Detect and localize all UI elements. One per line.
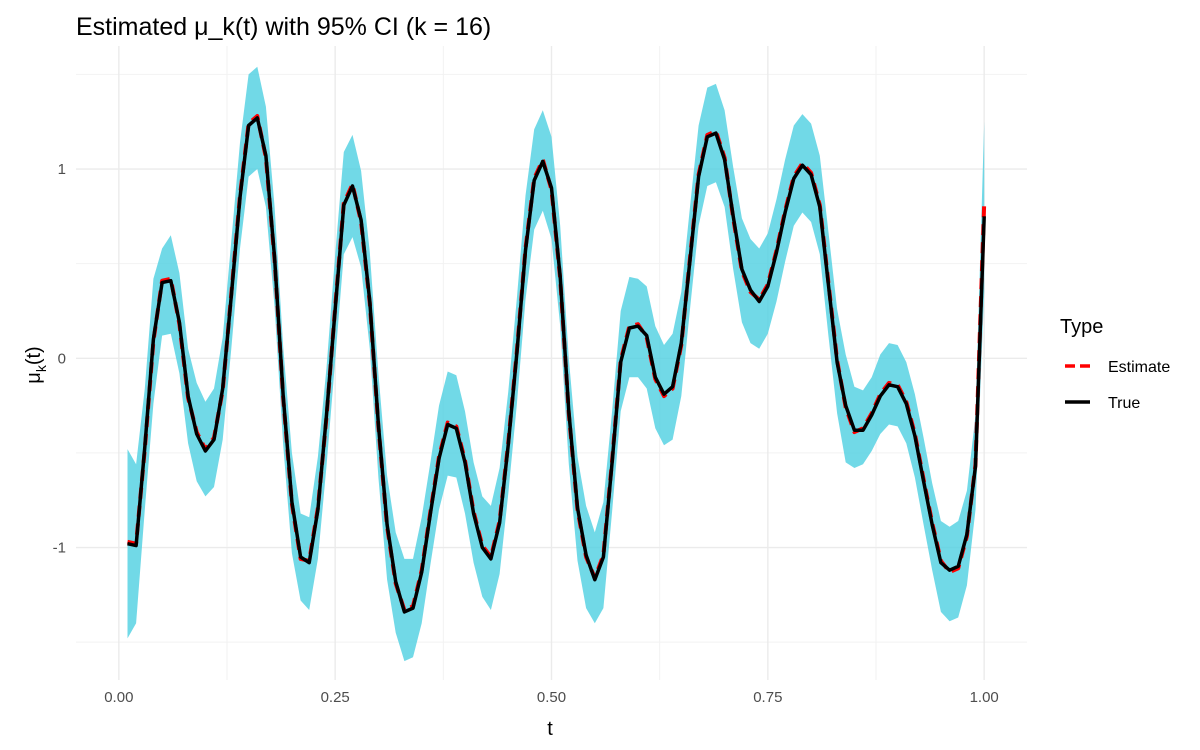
series-lines-layer xyxy=(127,114,987,614)
legend-title: Type xyxy=(1060,316,1103,338)
series-line-true xyxy=(127,116,986,614)
x-tick-label: 0.25 xyxy=(321,689,350,706)
legend-label-estimate: Estimate xyxy=(1108,359,1170,376)
y-axis-ticks: -1 0 1 xyxy=(53,161,66,557)
y-axis-title-subscript: k xyxy=(33,364,49,372)
x-tick-label: 0.75 xyxy=(753,689,782,706)
y-tick-label: -1 xyxy=(53,540,66,557)
y-tick-label: 1 xyxy=(58,161,66,178)
legend-label-true: True xyxy=(1108,395,1140,412)
legend-entries: Estimate True xyxy=(1065,359,1170,412)
x-tick-label: 1.00 xyxy=(970,689,999,706)
x-axis-ticks: 0.00 0.25 0.50 0.75 1.00 xyxy=(104,689,999,706)
legend: Type Estimate True xyxy=(1060,316,1170,412)
x-tick-label: 0.50 xyxy=(537,689,566,706)
chart-title: Estimated μ_k(t) with 95% CI (k = 16) xyxy=(76,13,491,41)
y-axis-title: μk(t) xyxy=(23,346,49,383)
x-tick-label: 0.00 xyxy=(104,689,133,706)
x-axis-title: t xyxy=(547,718,553,740)
confidence-ribbon-layer xyxy=(127,66,985,662)
y-tick-label: 0 xyxy=(58,350,66,367)
confidence-ribbon xyxy=(127,66,985,662)
y-axis-title-rest: (t) xyxy=(23,346,45,365)
y-axis-title-mu: μ xyxy=(23,372,45,384)
